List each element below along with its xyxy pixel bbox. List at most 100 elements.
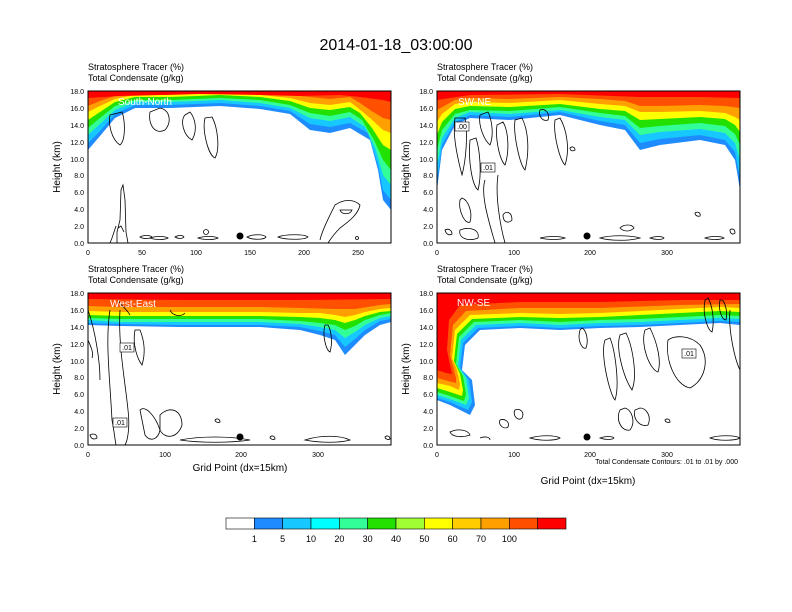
panel-2-frame xyxy=(436,90,741,244)
panel-1-y-tick-label: 8.0 xyxy=(74,173,84,180)
colorbar-label: 1 xyxy=(252,534,257,544)
panel-4-y-tick-label: 14.0 xyxy=(419,325,433,332)
panel-1-location-marker xyxy=(236,232,244,240)
panel-4-contour-label: .01 xyxy=(684,351,694,358)
panel-1-y-tick-label: 12.0 xyxy=(70,140,84,147)
panel-3-y-tick-label: 14.0 xyxy=(70,325,84,332)
panel-3-y-tick-label: 4.0 xyxy=(74,409,84,416)
colorbar-label: 30 xyxy=(363,534,373,544)
panel-2-y-tick-label: 8.0 xyxy=(423,173,433,180)
panel-4-x-tick-label: 0 xyxy=(435,452,439,459)
colorbar-swatch xyxy=(225,517,255,530)
panel-3-y-tick-label: 8.0 xyxy=(74,375,84,382)
panel-2-y-tick-label: 18.0 xyxy=(419,89,433,96)
panel-3-condensate-contours xyxy=(88,299,391,445)
panel-1-x-tick-label: 100 xyxy=(190,250,202,257)
panel-1-x-tick-label: 200 xyxy=(298,250,310,257)
panel-sw-ne: Stratosphere Tracer (%) Total Condensate… xyxy=(401,62,741,257)
panel-3-x-tick-label: 0 xyxy=(86,452,90,459)
panel-2-contour-label: .00 xyxy=(457,124,467,131)
panel-2-y-axis-title: Height (km) xyxy=(401,141,412,193)
panel-4-y-tick-label: 12.0 xyxy=(419,342,433,349)
contour-info-text: Total Condensate Contours: .01 to .01 by… xyxy=(595,459,738,466)
panel-4-x-tick-label: 200 xyxy=(584,452,596,459)
panel-4-tracer-band-20 xyxy=(437,293,740,405)
panel-1-tracer-title: Stratosphere Tracer (%) xyxy=(88,62,184,72)
panel-1-y-tick-label: 2.0 xyxy=(74,224,84,231)
colorbar-label: 5 xyxy=(280,534,285,544)
panel-2-tracer-band-100 xyxy=(437,91,740,100)
panel-2-y-tick-label: 14.0 xyxy=(419,123,433,130)
panel-4-x-axis-title: Grid Point (dx=15km) xyxy=(541,476,636,487)
panel-1-y-tick-label: 16.0 xyxy=(70,106,84,113)
panel-4-x-tick-label: 300 xyxy=(661,452,673,459)
panel-1-y-tick-label: 10.0 xyxy=(70,157,84,164)
panel-3-x-ticks: 0 100 200 300 xyxy=(86,452,324,459)
panel-1-x-tick-label: 150 xyxy=(244,250,256,257)
panel-2-y-tick-label: 12.0 xyxy=(419,140,433,147)
panel-2-plot-area xyxy=(437,91,740,243)
panel-3-contour-label-box xyxy=(119,342,135,353)
colorbar-label: 60 xyxy=(448,534,458,544)
panel-2-x-tick-label: 300 xyxy=(661,250,673,257)
panel-1-y-axis-title: Height (km) xyxy=(52,141,63,193)
panel-4-y-tick-label: 6.0 xyxy=(423,392,433,399)
panel-2-condensate-title: Total Condensate (g/kg) xyxy=(437,73,533,83)
panel-3-contour-label-2: .01 xyxy=(115,420,125,427)
panel-2-x-tick-label: 100 xyxy=(508,250,520,257)
panel-3-y-tick-label: 10.0 xyxy=(70,359,84,366)
panel-4-tracer-band-30 xyxy=(437,293,740,401)
panel-4-x-ticks: 0 100 200 300 xyxy=(435,452,673,459)
colorbar-swatch xyxy=(310,517,340,530)
figure-title: 2014-01-18_03:00:00 xyxy=(319,37,472,54)
colorbar-swatch xyxy=(509,517,538,530)
panel-4-tracer-title: Stratosphere Tracer (%) xyxy=(437,264,533,274)
panel-3-y-tick-label: 6.0 xyxy=(74,392,84,399)
panel-1-y-tick-label: 14.0 xyxy=(70,123,84,130)
panel-3-y-ticks: 0.0 2.0 4.0 6.0 8.0 10.0 12.0 14.0 16.0 … xyxy=(70,291,84,450)
panel-1-tracer-band-100 xyxy=(88,91,391,102)
panel-4-frame xyxy=(436,292,741,446)
panel-west-east: Stratosphere Tracer (%) Total Condensate… xyxy=(52,264,392,474)
colorbar-swatch xyxy=(452,517,482,530)
panel-3-contour-label-box-2 xyxy=(112,417,128,428)
panel-1-section-label: South-North xyxy=(118,97,172,108)
panel-4-tracer-band-100 xyxy=(437,293,740,374)
panel-1-tracer-band-50 xyxy=(88,91,391,150)
panel-2-section-label: SW-NE xyxy=(458,97,491,108)
panel-3-y-tick-label: 0.0 xyxy=(74,443,84,450)
colorbar-swatch xyxy=(339,517,368,530)
panel-1-y-tick-label: 4.0 xyxy=(74,207,84,214)
panel-3-condensate-title: Total Condensate (g/kg) xyxy=(88,275,184,285)
panel-1-condensate-title: Total Condensate (g/kg) xyxy=(88,73,184,83)
panel-1-frame xyxy=(87,90,392,244)
panel-2-y-tick-label: 2.0 xyxy=(423,224,433,231)
panel-3-location-marker xyxy=(236,433,244,441)
panel-4-plot-area xyxy=(437,293,740,445)
panel-nw-se: Stratosphere Tracer (%) Total Condensate… xyxy=(401,264,741,487)
panel-3-y-axis-title: Height (km) xyxy=(52,343,63,395)
panel-4-y-axis-title: Height (km) xyxy=(401,343,412,395)
panel-4-contour-label-box xyxy=(681,348,697,359)
panel-2-tracer-title: Stratosphere Tracer (%) xyxy=(437,62,533,72)
panel-2-condensate-contours xyxy=(444,109,736,243)
panel-1-x-tick-label: 250 xyxy=(352,250,364,257)
panel-3-x-tick-label: 300 xyxy=(312,452,324,459)
panel-1-y-tick-label: 18.0 xyxy=(70,89,84,96)
panel-2-y-tick-label: 0.0 xyxy=(423,241,433,248)
panel-4-section-label: NW-SE xyxy=(457,298,490,309)
panel-3-section-label: West-East xyxy=(110,299,156,310)
panel-4-y-tick-label: 16.0 xyxy=(419,308,433,315)
colorbar-swatch xyxy=(282,517,312,530)
panel-1-tracer-band-30 xyxy=(88,91,391,170)
panel-1-plot-area xyxy=(88,91,391,243)
panel-4-x-tick-label: 100 xyxy=(508,452,520,459)
colorbar-label: 20 xyxy=(334,534,344,544)
panel-2-x-tick-label: 200 xyxy=(584,250,596,257)
panel-2-contour-label-box xyxy=(454,121,470,132)
panel-2-x-ticks: 0 100 200 300 xyxy=(435,250,673,257)
panel-1-x-tick-label: 0 xyxy=(86,250,90,257)
panel-3-contour-label: .01 xyxy=(122,345,132,352)
panel-4-y-ticks: 0.0 2.0 4.0 6.0 8.0 10.0 12.0 14.0 16.0 … xyxy=(419,291,433,450)
colorbar-swatch xyxy=(424,517,453,530)
